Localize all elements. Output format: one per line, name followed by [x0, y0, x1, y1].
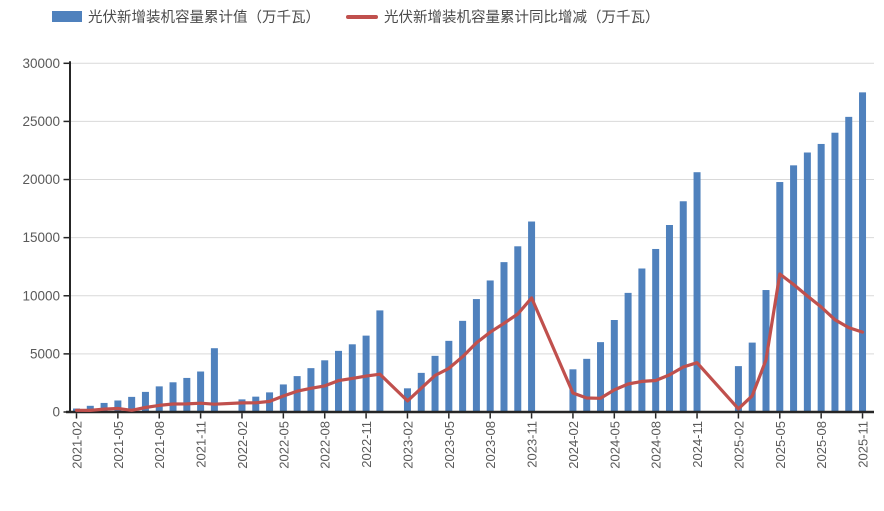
x-axis-label: 2024-08: [649, 421, 664, 469]
legend-bar-swatch-icon: [52, 11, 82, 22]
x-axis-label: 2022-02: [235, 421, 250, 469]
x-axis-label: 2021-11: [194, 421, 209, 468]
bar-2023-11: [528, 221, 536, 412]
y-axis-label: 30000: [22, 56, 60, 71]
bar-2023-10: [514, 246, 522, 412]
x-axis-label: 2024-05: [607, 421, 622, 469]
x-axis-label: 2022-05: [276, 421, 291, 469]
bar-2021-05: [114, 400, 122, 412]
bar-2025-08: [817, 143, 825, 412]
bar-2024-07: [638, 268, 646, 412]
x-axis-label: 2024-11: [690, 421, 705, 468]
chart-legend: 光伏新增装机容量累计值（万千瓦） 光伏新增装机容量累计同比增减（万千瓦）: [52, 6, 660, 27]
x-axis-label: 2022-11: [359, 421, 374, 468]
y-axis-label: 10000: [22, 288, 60, 303]
bar-2023-05: [445, 340, 453, 412]
bar-2023-09: [500, 262, 508, 412]
y-axis-label: 20000: [22, 172, 60, 187]
bar-2022-02: [238, 399, 246, 412]
bar-2023-04: [431, 355, 439, 412]
bar-2022-06: [293, 376, 301, 412]
bar-2025-06: [790, 165, 798, 412]
bar-2021-10: [183, 377, 191, 412]
bar-2024-03: [583, 358, 591, 412]
bar-2023-08: [486, 280, 494, 412]
x-axis-label: 2023-02: [400, 421, 415, 469]
bar-2021-04: [100, 402, 108, 412]
x-axis-label: 2023-05: [442, 421, 457, 469]
bar-2021-06: [128, 396, 136, 412]
x-axis-label: 2025-08: [814, 421, 829, 469]
bar-2025-03: [748, 342, 756, 412]
bar-2024-05: [610, 320, 618, 412]
bar-2022-11: [362, 335, 370, 412]
bar-2025-07: [803, 152, 811, 412]
bar-2024-08: [652, 248, 660, 412]
legend-bar-label: 光伏新增装机容量累计值（万千瓦）: [88, 10, 320, 26]
bar-2022-05: [279, 384, 287, 412]
bar-2021-12: [210, 348, 218, 412]
bar-2023-06: [459, 320, 467, 412]
bar-2022-12: [376, 310, 384, 412]
bar-2024-04: [597, 342, 605, 412]
x-axis-label: 2025-02: [731, 421, 746, 469]
bar-2021-09: [169, 382, 177, 412]
bar-2023-07: [472, 299, 480, 412]
legend-line-swatch-icon: [346, 14, 378, 19]
x-axis-label: 2021-02: [70, 421, 85, 469]
bar-2024-06: [624, 292, 632, 412]
y-axis-label: 15000: [22, 230, 60, 245]
legend-item-line-series: 光伏新增装机容量累计同比增减（万千瓦）: [346, 6, 660, 27]
y-axis-label: 5000: [30, 346, 60, 361]
y-axis-label: 25000: [22, 114, 60, 129]
bar-2022-07: [307, 368, 315, 412]
x-axis-label: 2022-08: [318, 421, 333, 469]
x-axis-label: 2021-08: [152, 421, 167, 469]
bar-2025-10: [845, 116, 853, 412]
legend-item-bar-series: 光伏新增装机容量累计值（万千瓦）: [52, 6, 320, 27]
x-axis-label: 2021-05: [111, 421, 126, 469]
x-axis-label: 2025-05: [773, 421, 788, 469]
bar-2023-03: [417, 372, 425, 412]
bar-2025-05: [776, 182, 784, 412]
legend-line-label: 光伏新增装机容量累计同比增减（万千瓦）: [384, 10, 660, 26]
x-axis-label: 2023-08: [483, 421, 498, 469]
bar-2024-10: [679, 201, 687, 412]
y-axis-label: 0: [52, 405, 60, 420]
x-axis-label: 2023-11: [525, 421, 540, 468]
yoy-line: [74, 272, 865, 412]
bar-2021-08: [155, 386, 163, 412]
bar-2024-09: [665, 225, 673, 412]
bar-2025-09: [831, 132, 839, 412]
bar-2025-02: [734, 366, 742, 412]
bar-2021-11: [197, 371, 205, 412]
x-axis-label: 2024-02: [566, 421, 581, 469]
bar-2024-11: [693, 172, 701, 412]
x-axis-label: 2025-11: [856, 421, 871, 468]
bar-2021-07: [141, 391, 149, 412]
bar-2025-11: [859, 92, 867, 412]
